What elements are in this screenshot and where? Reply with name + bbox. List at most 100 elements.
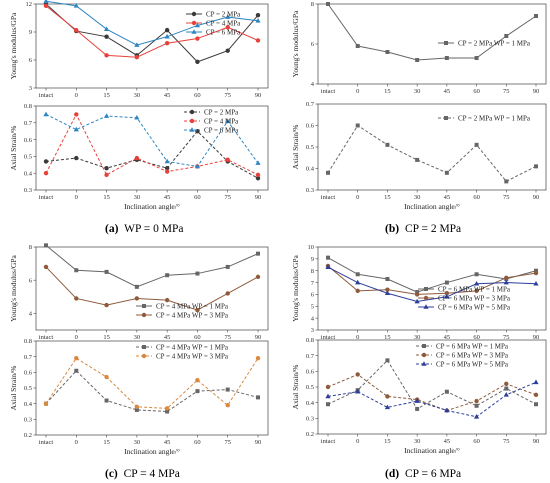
x-tick-label: 15 <box>384 334 391 341</box>
series-0 <box>326 2 538 62</box>
legend-label: CP = 4 MPa WP = 1 MPa <box>156 343 229 351</box>
data-point <box>225 387 230 392</box>
x-tick-label: 75 <box>224 334 231 341</box>
x-tick-label: 60 <box>473 334 480 341</box>
y-tick-label: 0.6 <box>306 369 315 376</box>
legend-label: CP = 4 MPa WP = 3 MPa <box>156 352 229 360</box>
plot-frame <box>317 246 547 331</box>
y-axis-label: Axial Strain/% <box>291 125 300 170</box>
y-tick-label: 8 <box>29 244 32 251</box>
data-point <box>385 277 390 282</box>
data-point <box>164 165 170 171</box>
data-point <box>164 169 170 174</box>
series-line <box>45 266 259 311</box>
legend-label: CP = 4 MPa <box>206 19 241 27</box>
y-axis-label: Young's modulus/GPa <box>291 10 300 77</box>
series-1 <box>43 3 261 60</box>
data-point <box>534 402 538 407</box>
x-tick-label: 45 <box>164 334 171 341</box>
data-point <box>225 118 231 123</box>
data-point <box>225 25 230 30</box>
y-tick-label: 9 <box>29 29 32 36</box>
x-tick-label: 45 <box>444 88 451 95</box>
y-tick-label: 0.6 <box>306 123 315 130</box>
x-tick-label: 75 <box>224 92 231 99</box>
series-0 <box>44 368 260 414</box>
y-tick-label: 0.2 <box>306 431 314 438</box>
legend-marker <box>142 304 146 308</box>
y-tick-label: 3 <box>29 85 32 92</box>
y-tick-label: 3 <box>311 327 314 334</box>
series-2 <box>43 111 261 169</box>
data-point <box>225 264 230 269</box>
x-tick-label: 90 <box>255 439 262 446</box>
x-tick-label: 30 <box>134 439 141 446</box>
x-axis-label: Inclination angle/° <box>404 202 460 211</box>
series-line <box>45 113 259 168</box>
series-line <box>327 265 537 295</box>
legend-label: CP = 6 MPa <box>206 28 241 36</box>
data-point <box>104 269 109 274</box>
data-point <box>225 403 230 408</box>
data-point <box>195 307 200 313</box>
data-point <box>43 111 49 117</box>
legend-label: CP = 4 MPa <box>204 117 239 125</box>
data-point <box>104 302 109 308</box>
data-point <box>194 22 201 28</box>
series-2 <box>43 0 261 47</box>
x-tick-label: 60 <box>473 88 480 95</box>
data-point <box>195 377 200 383</box>
legend-marker <box>189 127 195 132</box>
y-tick-label: 0.6 <box>24 137 33 144</box>
x-tick-label: intact <box>321 88 336 95</box>
series-2 <box>325 379 539 419</box>
legend-label: CP = 6 MPa WP = 1 MPa <box>436 342 509 350</box>
x-tick-label: intact <box>39 194 54 201</box>
data-point <box>533 379 539 385</box>
y-tick-label: 5 <box>311 303 314 310</box>
data-point <box>355 272 360 277</box>
x-tick-label: 90 <box>533 438 540 445</box>
data-point <box>104 172 109 178</box>
data-point <box>385 142 390 147</box>
legend-marker <box>421 352 427 358</box>
y-axis-label: Axial Strain/% <box>9 126 18 171</box>
data-point <box>74 155 79 161</box>
legend-marker <box>191 11 197 17</box>
y-tick-label: 0.5 <box>306 144 314 151</box>
y-tick-label: 0.3 <box>24 417 32 424</box>
series-line <box>45 244 259 288</box>
data-point <box>385 394 390 399</box>
y-axis-label: Young's modulus/GPa <box>9 12 18 79</box>
y-axis-label: Axial Strain/% <box>9 366 18 411</box>
y-tick-label: 0.4 <box>24 401 33 408</box>
data-point <box>225 48 230 53</box>
data-point <box>255 356 261 361</box>
data-point <box>414 398 420 403</box>
legend-marker <box>142 345 146 349</box>
x-tick-label: 60 <box>194 439 201 446</box>
legend-label: CP = 6 MPa WP = 1 MPa <box>438 285 511 293</box>
data-point <box>195 389 200 394</box>
legend-label: CP = 2 MPa WP = 1 MPa <box>458 114 531 122</box>
data-point <box>414 298 420 304</box>
y-tick-label: 0.5 <box>24 154 32 161</box>
caption-d: (d) CP = 6 MPa <box>385 468 461 480</box>
legend-marker <box>424 287 428 291</box>
data-point <box>474 403 479 408</box>
chart-a-modulus: 3 6 9 12 Young's modulus/GPa intact 0 15 30 45 60 7… <box>9 0 269 99</box>
data-point <box>384 290 391 296</box>
x-tick-label: 60 <box>194 92 201 99</box>
series-0 <box>326 123 538 184</box>
x-tick-label: 90 <box>255 194 262 201</box>
data-point <box>504 386 509 391</box>
data-point <box>104 34 109 39</box>
data-point <box>325 393 331 399</box>
data-point <box>164 158 170 164</box>
y-tick-label: 0.3 <box>306 187 314 194</box>
legend-marker <box>141 353 147 359</box>
